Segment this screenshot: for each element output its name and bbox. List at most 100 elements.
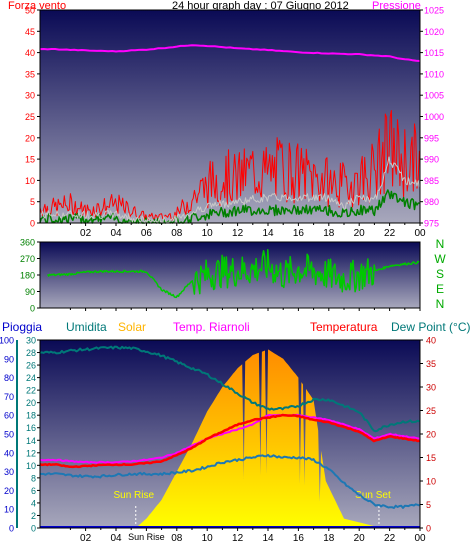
temp-y-label: 10 — [426, 477, 436, 487]
series-wind — [39, 110, 420, 221]
pressure-y-label: 975 — [424, 219, 439, 229]
temp-x-label: 14 — [262, 533, 274, 544]
solar-legend: Solar — [118, 320, 147, 334]
pressure-y-label: 990 — [424, 155, 439, 165]
humidity-y-label: 16 — [26, 423, 36, 433]
pressure-y-label: 985 — [424, 176, 439, 186]
wind-x-label: 06 — [141, 228, 153, 239]
compass-label: E — [436, 282, 444, 296]
rain-y-label: 60 — [4, 411, 14, 421]
dewpoint-legend: Dew Point (°C) — [391, 320, 470, 334]
rain-y-label: 100 — [0, 336, 14, 346]
rain-y-label: 40 — [4, 448, 14, 458]
wind-y-label: 15 — [25, 155, 35, 165]
compass-label: N — [436, 237, 445, 251]
wind-y-label: 45 — [25, 27, 35, 37]
temp-x-label: 18 — [323, 533, 335, 544]
humidity-y-label: 14 — [26, 436, 36, 446]
temp-inside-legend: Temp. Riarnoli — [173, 320, 250, 334]
temp-y-label: 25 — [426, 406, 436, 416]
pressure-y-label: 1010 — [424, 69, 444, 79]
pressure-axis-title: Pressione — [372, 0, 421, 12]
wind-x-label: 12 — [232, 228, 244, 239]
rain-y-label: 80 — [4, 373, 14, 383]
pressure-y-label: 995 — [424, 133, 439, 143]
wind-y-label: 20 — [25, 133, 35, 143]
wind-x-label: 18 — [323, 228, 335, 239]
humidity-y-label: 20 — [26, 398, 36, 408]
rain-y-label: 10 — [4, 505, 14, 515]
rain-axis-title: Pioggia — [2, 320, 43, 334]
temp-y-label: 35 — [426, 359, 436, 369]
wind-x-label: 16 — [293, 228, 305, 239]
series-dewpoint — [39, 453, 420, 509]
graph-title: 24 hour graph day : 07 Giugno 2012 — [172, 0, 349, 12]
wind-x-label: 22 — [384, 228, 396, 239]
humidity-y-label: 28 — [26, 348, 36, 358]
humidity-y-label: 8 — [31, 473, 36, 483]
dir-y-label: 270 — [20, 254, 35, 264]
humidity-y-label: 6 — [31, 486, 36, 496]
wind-x-label: 02 — [80, 228, 92, 239]
wind-x-label: 08 — [171, 228, 183, 239]
series-direction — [46, 249, 420, 299]
rain-y-label: 90 — [4, 354, 14, 364]
sunrise-label: Sun Rise — [113, 490, 154, 501]
compass-label: S — [436, 267, 444, 281]
pressure-y-label: 1000 — [424, 112, 444, 122]
humidity-y-label: 22 — [26, 386, 36, 396]
pressure-y-label: 1015 — [424, 48, 444, 58]
temp-x-label: 04 — [110, 533, 122, 544]
wind-y-label: 50 — [25, 6, 35, 16]
series-temp-inside — [39, 413, 420, 464]
compass-label: W — [434, 252, 446, 266]
temp-y-label: 15 — [426, 453, 436, 463]
humidity-y-label: 4 — [31, 498, 36, 508]
wind-x-label: 10 — [202, 228, 214, 239]
temp-x-label: 02 — [80, 533, 92, 544]
dir-y-label: 90 — [25, 287, 35, 297]
wind-axis-title: Forza vento — [8, 0, 67, 12]
wind-x-label: 00 — [414, 228, 426, 239]
pressure-y-label: 1020 — [424, 27, 444, 37]
temp-x-label: 00 — [414, 533, 426, 544]
humidity-y-label: 30 — [26, 336, 36, 346]
humidity-y-label: 24 — [26, 373, 36, 383]
wind-y-label: 35 — [25, 69, 35, 79]
wind-x-label: 04 — [110, 228, 122, 239]
wind-y-label: 25 — [25, 112, 35, 122]
dir-y-label: 360 — [20, 238, 35, 248]
dir-y-label: 180 — [20, 271, 35, 281]
humidity-y-label: 18 — [26, 411, 36, 421]
temp-y-label: 0 — [426, 524, 431, 534]
series-gust — [39, 156, 420, 224]
series-temperature — [39, 413, 420, 469]
temp-x-label: Sun Rise — [128, 532, 165, 542]
wind-x-label: 14 — [262, 228, 274, 239]
rain-y-label: 70 — [4, 392, 14, 402]
temp-x-label: 12 — [232, 533, 244, 544]
humidity-y-label: 0 — [31, 524, 36, 534]
wind-y-label: 0 — [30, 219, 35, 229]
wind-y-label: 5 — [30, 197, 35, 207]
rain-y-label: 30 — [4, 467, 14, 477]
pressure-y-label: 1005 — [424, 91, 444, 101]
temp-x-label: 08 — [171, 533, 183, 544]
temperature-legend: Temperatura — [310, 320, 378, 334]
series-solar — [55, 349, 420, 528]
wind-y-label: 10 — [25, 176, 35, 186]
series-avg-wind — [39, 189, 420, 224]
rain-y-label: 20 — [4, 486, 14, 496]
temp-x-label: 20 — [354, 533, 366, 544]
series-humidity — [39, 345, 420, 433]
rain-y-label: 0 — [9, 524, 14, 534]
humidity-legend: Umidita — [66, 320, 107, 334]
temp-y-label: 20 — [426, 430, 436, 440]
wind-y-label: 30 — [25, 91, 35, 101]
wind-y-label: 40 — [25, 48, 35, 58]
humidity-y-label: 26 — [26, 361, 36, 371]
temp-x-label: 22 — [384, 533, 396, 544]
series-pressure — [39, 44, 421, 62]
